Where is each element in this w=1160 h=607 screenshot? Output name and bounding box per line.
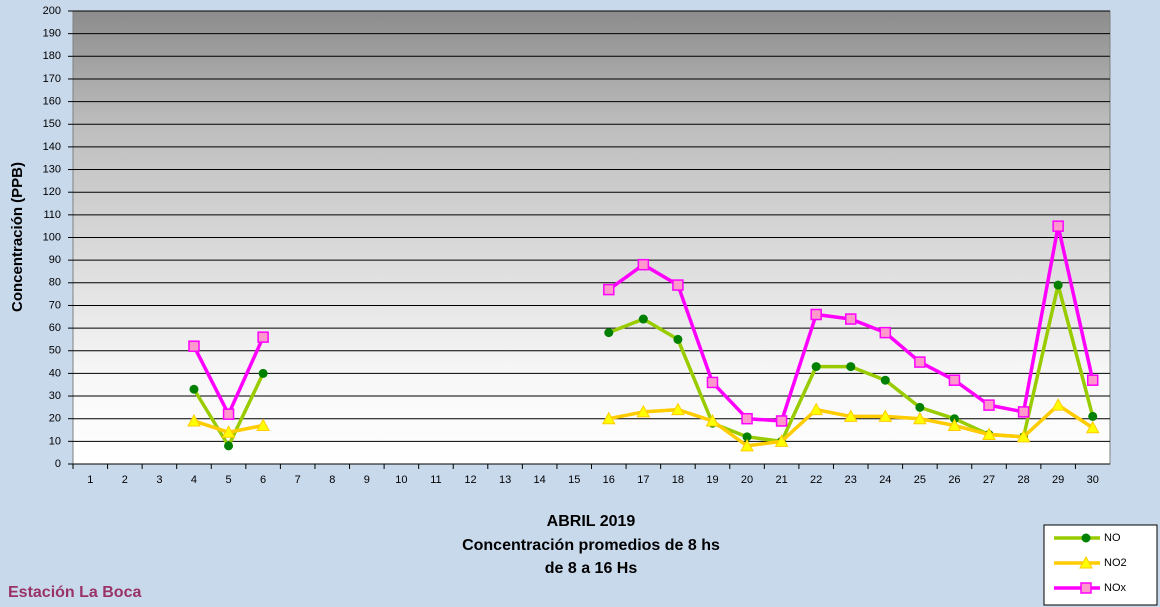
station-label: Estación La Boca <box>8 584 141 601</box>
x-tick-label: 20 <box>741 474 753 486</box>
y-tick-label: 70 <box>49 299 61 311</box>
marker <box>259 369 268 378</box>
marker <box>984 400 994 410</box>
y-tick-label: 100 <box>43 231 61 243</box>
marker <box>811 310 821 320</box>
marker <box>880 328 890 338</box>
legend-marker <box>1082 534 1091 543</box>
marker <box>777 416 787 426</box>
y-tick-label: 190 <box>43 28 61 40</box>
x-tick-label: 6 <box>260 474 266 486</box>
x-tick-label: 29 <box>1052 474 1064 486</box>
x-title-line: ABRIL 2019 <box>547 513 636 530</box>
y-tick-label: 10 <box>49 435 61 447</box>
x-tick-label: 23 <box>845 474 857 486</box>
x-tick-label: 4 <box>191 474 197 486</box>
marker <box>604 285 614 295</box>
y-tick-label: 120 <box>43 186 61 198</box>
y-tick-label: 0 <box>55 458 61 470</box>
marker <box>742 414 752 424</box>
marker <box>1088 412 1097 421</box>
marker <box>1088 375 1098 385</box>
legend-label: NO <box>1104 532 1121 544</box>
x-tick-label: 16 <box>603 474 615 486</box>
x-tick-label: 7 <box>295 474 301 486</box>
x-tick-label: 11 <box>430 474 441 486</box>
marker <box>189 341 199 351</box>
y-tick-label: 20 <box>49 413 61 425</box>
y-tick-label: 150 <box>43 118 61 130</box>
marker <box>707 377 717 387</box>
x-tick-label: 21 <box>775 474 787 486</box>
y-tick-label: 170 <box>43 73 61 85</box>
x-tick-label: 10 <box>395 474 407 486</box>
x-tick-label: 14 <box>534 474 546 486</box>
marker <box>258 332 268 342</box>
x-tick-label: 24 <box>879 474 891 486</box>
y-tick-label: 30 <box>49 390 61 402</box>
marker <box>915 403 924 412</box>
marker <box>881 376 890 385</box>
x-tick-label: 1 <box>87 474 93 486</box>
x-tick-label: 9 <box>364 474 370 486</box>
x-tick-label: 25 <box>914 474 926 486</box>
legend-label: NOx <box>1104 582 1127 594</box>
marker <box>189 385 198 394</box>
marker <box>949 375 959 385</box>
marker <box>638 260 648 270</box>
x-tick-label: 30 <box>1087 474 1099 486</box>
x-title-line: Concentración promedios de 8 hs <box>462 537 720 554</box>
x-tick-label: 22 <box>810 474 822 486</box>
x-tick-label: 18 <box>672 474 684 486</box>
x-tick-label: 15 <box>568 474 580 486</box>
x-tick-label: 19 <box>706 474 718 486</box>
marker <box>224 409 234 419</box>
marker <box>1019 407 1029 417</box>
y-tick-label: 50 <box>49 345 61 357</box>
marker <box>812 362 821 371</box>
y-tick-label: 60 <box>49 322 61 334</box>
marker <box>673 280 683 290</box>
x-tick-label: 17 <box>637 474 649 486</box>
y-axis-title: Concentración (PPB) <box>9 162 26 312</box>
y-tick-label: 140 <box>43 141 61 153</box>
x-tick-label: 5 <box>225 474 231 486</box>
y-tick-label: 130 <box>43 163 61 175</box>
marker <box>846 362 855 371</box>
x-tick-label: 3 <box>156 474 162 486</box>
y-tick-label: 160 <box>43 96 61 108</box>
legend-marker <box>1081 583 1091 593</box>
legend-label: NO2 <box>1104 557 1127 569</box>
x-tick-label: 27 <box>983 474 995 486</box>
chart: Concentración (PPB) ABRIL 2019 Concentra… <box>0 0 1160 607</box>
marker <box>224 441 233 450</box>
y-tick-label: 40 <box>49 367 61 379</box>
x-tick-label: 13 <box>499 474 511 486</box>
x-tick-label: 8 <box>329 474 335 486</box>
marker <box>915 357 925 367</box>
marker <box>673 335 682 344</box>
x-tick-label: 2 <box>122 474 128 486</box>
x-tick-label: 12 <box>464 474 476 486</box>
marker <box>1053 221 1063 231</box>
x-tick-label: 26 <box>948 474 960 486</box>
page: {"chart_data": {"type": "line", "ylabel"… <box>0 0 1160 607</box>
y-tick-label: 110 <box>43 209 61 221</box>
marker <box>604 328 613 337</box>
y-tick-label: 80 <box>49 277 61 289</box>
y-tick-label: 180 <box>43 50 61 62</box>
marker <box>1054 281 1063 290</box>
x-title-line: de 8 a 16 Hs <box>545 560 638 577</box>
marker <box>846 314 856 324</box>
y-tick-label: 90 <box>49 254 61 266</box>
y-tick-label: 200 <box>43 5 61 17</box>
marker <box>639 315 648 324</box>
x-tick-label: 28 <box>1017 474 1029 486</box>
